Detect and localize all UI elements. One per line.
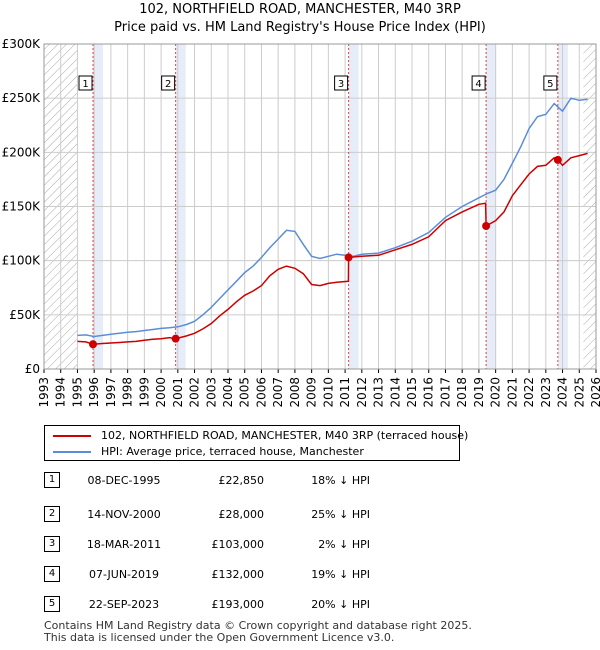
footer-line-2: This data is licensed under the Open Gov… bbox=[44, 631, 395, 644]
marker-box-4 bbox=[471, 75, 486, 91]
y-tick-label: £200K bbox=[2, 145, 42, 159]
transaction-date: 14-NOV-2000 bbox=[87, 508, 161, 521]
x-tick-label: 2013 bbox=[372, 377, 386, 408]
transaction-price: £132,000 bbox=[211, 568, 265, 581]
transaction-hpi: 25% ↓ HPI bbox=[311, 508, 370, 521]
transaction-number: 1 bbox=[44, 472, 60, 488]
legend-swatch-hpi bbox=[53, 451, 91, 453]
x-tick-label: 2005 bbox=[238, 377, 252, 408]
transaction-date: 07-JUN-2019 bbox=[88, 568, 160, 581]
price-chart: 1 2 3 4 5 £0 £50K £100K £150K £200K £250K £300K 199… bbox=[2, 37, 600, 408]
legend-item-hpi: HPI: Average price, terraced house, Manc… bbox=[53, 444, 364, 460]
marker-box-label-4: 4 bbox=[475, 79, 481, 90]
x-tick-label: 2004 bbox=[221, 377, 235, 408]
x-tick-label: 2006 bbox=[254, 377, 268, 408]
legend-swatch-property bbox=[53, 435, 91, 437]
transaction-price: £28,000 bbox=[218, 508, 265, 521]
marker-box-1 bbox=[78, 75, 93, 91]
transaction-date: 22-SEP-2023 bbox=[88, 598, 160, 611]
footer-line-1: Contains HM Land Registry data © Crown c… bbox=[44, 619, 472, 632]
x-tick-label: 2025 bbox=[572, 377, 586, 408]
transaction-number: 4 bbox=[44, 566, 60, 582]
marker-box-label-5: 5 bbox=[547, 79, 553, 90]
x-tick-label: 1999 bbox=[137, 377, 151, 408]
x-tick-label: 2009 bbox=[305, 377, 319, 408]
transaction-price: £193,000 bbox=[211, 598, 265, 611]
transaction-hpi: 2% ↓ HPI bbox=[318, 538, 370, 551]
x-tick-label: 2024 bbox=[556, 377, 570, 408]
sale-point-2 bbox=[171, 334, 180, 343]
transaction-date: 08-DEC-1995 bbox=[87, 474, 161, 487]
plot-border bbox=[43, 43, 597, 370]
x-tick-label: 2007 bbox=[271, 377, 285, 408]
x-tick-label: 2020 bbox=[489, 377, 503, 408]
chart-subtitle: Price paid vs. HM Land Registry's House … bbox=[114, 20, 486, 35]
x-tick-label: 2019 bbox=[472, 377, 486, 408]
sale-point-3 bbox=[344, 253, 353, 262]
x-tick-label: 2014 bbox=[388, 377, 402, 408]
sale-point-5 bbox=[553, 155, 562, 164]
chart-title: 102, NORTHFIELD ROAD, MANCHESTER, M40 3R… bbox=[139, 2, 461, 17]
table-row: 2 14-NOV-2000 £28,000 25% ↓ HPI bbox=[44, 504, 464, 524]
x-tick-label: 1994 bbox=[54, 377, 68, 408]
transaction-price: £22,850 bbox=[218, 474, 265, 487]
transaction-date: 18-MAR-2011 bbox=[86, 538, 162, 551]
chart-legend: 102, NORTHFIELD ROAD, MANCHESTER, M40 3R… bbox=[44, 425, 468, 461]
marker-box-2 bbox=[161, 75, 176, 91]
marker-box-3 bbox=[334, 75, 349, 91]
y-tick-label: £0 bbox=[25, 362, 40, 376]
x-tick-label: 2023 bbox=[539, 377, 553, 408]
marker-box-label-3: 3 bbox=[338, 79, 344, 90]
sale-point-1 bbox=[89, 340, 98, 349]
y-tick-label: £50K bbox=[9, 308, 41, 322]
x-tick-label: 2026 bbox=[589, 377, 600, 408]
transaction-hpi: 19% ↓ HPI bbox=[311, 568, 370, 581]
table-row: 4 07-JUN-2019 £132,000 19% ↓ HPI bbox=[44, 564, 464, 584]
y-tick-label: £250K bbox=[2, 91, 42, 105]
x-tick-label: 2016 bbox=[422, 377, 436, 408]
x-tick-label: 2001 bbox=[171, 377, 185, 408]
transaction-hpi: 20% ↓ HPI bbox=[311, 598, 370, 611]
x-tick-label: 1995 bbox=[70, 377, 84, 408]
y-tick-label: £150K bbox=[2, 200, 42, 214]
transaction-number: 5 bbox=[44, 596, 60, 612]
series-line-hpi bbox=[77, 97, 588, 338]
x-tick-label: 2012 bbox=[355, 377, 369, 408]
x-tick-label: 2000 bbox=[154, 377, 168, 408]
y-tick-label: £100K bbox=[2, 254, 42, 268]
x-tick-label: 2022 bbox=[522, 377, 536, 408]
marker-box-label-1: 1 bbox=[82, 79, 88, 90]
x-tick-label: 2011 bbox=[338, 377, 352, 408]
x-tick-label: 2002 bbox=[188, 377, 202, 408]
table-row: 3 18-MAR-2011 £103,000 2% ↓ HPI bbox=[44, 534, 464, 554]
x-tick-label: 2008 bbox=[288, 377, 302, 408]
x-tick-label: 1993 bbox=[37, 377, 51, 408]
x-tick-label: 2015 bbox=[405, 377, 419, 408]
x-tick-label: 2017 bbox=[438, 377, 452, 408]
x-tick-label: 2018 bbox=[455, 377, 469, 408]
marker-box-5 bbox=[543, 75, 558, 91]
x-tick-label: 2003 bbox=[204, 377, 218, 408]
transaction-hpi: 18% ↓ HPI bbox=[311, 474, 370, 487]
series-line-property bbox=[77, 152, 588, 345]
transaction-number: 2 bbox=[44, 506, 60, 522]
transaction-price: £103,000 bbox=[211, 538, 265, 551]
table-row: 5 22-SEP-2023 £193,000 20% ↓ HPI bbox=[44, 594, 464, 614]
x-tick-label: 2010 bbox=[321, 377, 335, 408]
footer-attribution: Contains HM Land Registry data © Crown c… bbox=[44, 620, 472, 644]
x-tick-label: 1998 bbox=[121, 377, 135, 408]
sale-point-4 bbox=[482, 222, 491, 230]
x-tick-label: 2021 bbox=[505, 377, 519, 408]
legend-label-hpi: HPI: Average price, terraced house, Manc… bbox=[101, 445, 364, 458]
legend-label-property: 102, NORTHFIELD ROAD, MANCHESTER, M40 3R… bbox=[101, 429, 469, 442]
table-row: 1 08-DEC-1995 £22,850 18% ↓ HPI bbox=[44, 470, 464, 490]
legend-item-property: 102, NORTHFIELD ROAD, MANCHESTER, M40 3R… bbox=[53, 428, 468, 444]
x-tick-label: 1997 bbox=[104, 377, 118, 408]
y-tick-label: £300K bbox=[2, 37, 42, 51]
x-tick-label: 1996 bbox=[87, 377, 101, 408]
marker-box-label-2: 2 bbox=[165, 79, 171, 90]
transaction-number: 3 bbox=[44, 536, 60, 552]
